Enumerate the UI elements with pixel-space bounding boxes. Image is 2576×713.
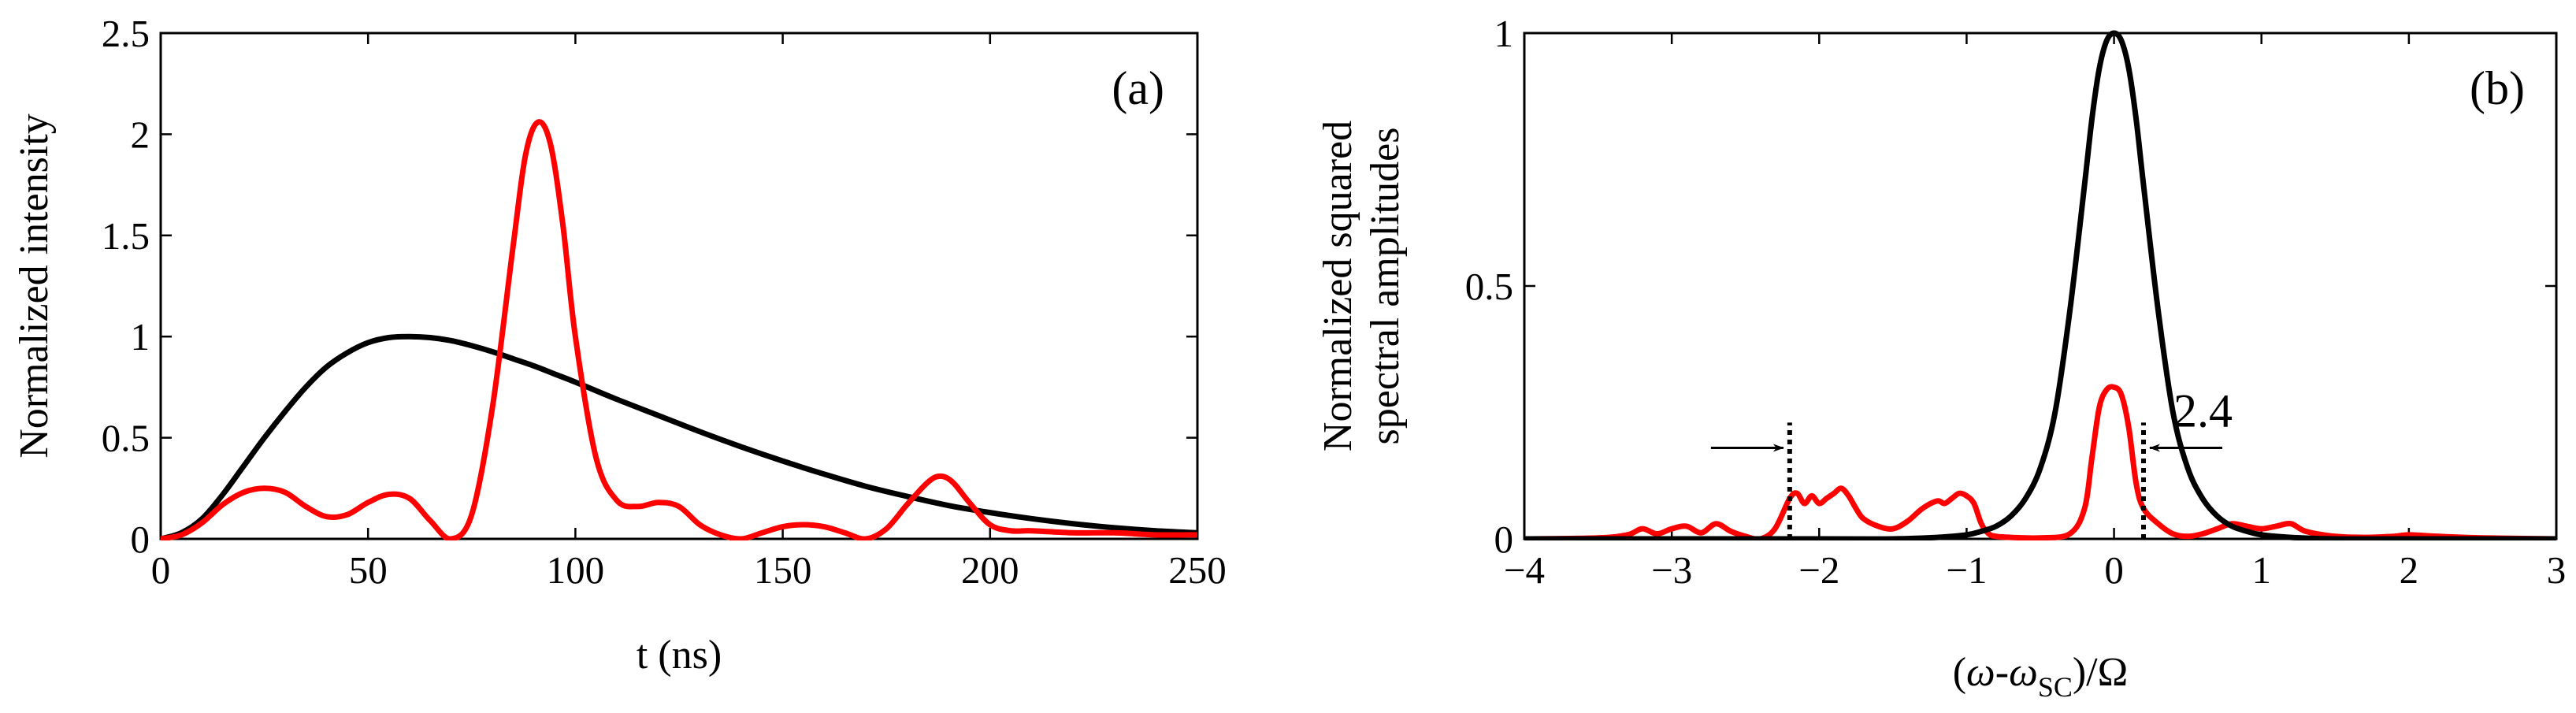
y-tick-label: 2.5 — [102, 12, 150, 55]
y-tick-label: 0.5 — [1465, 265, 1513, 308]
panel-b: −4 −3 −2 −1 0 1 2 3 00.51 2.4 (ω-ωSC)/Ω Normali… — [1316, 12, 2566, 703]
x-tick-label: −2 — [1798, 548, 1839, 592]
annotation-group: 2.4 — [1710, 385, 2233, 539]
x-label-open: ( — [1953, 650, 1966, 695]
x-tick-label: 3 — [2547, 548, 2567, 592]
series-line-red — [161, 119, 1197, 540]
annotation-label: 2.4 — [2173, 385, 2233, 437]
x-tick-label: 150 — [754, 548, 812, 592]
x-label-omega: ω — [1966, 650, 1995, 695]
x-tick-label: 2 — [2400, 548, 2419, 592]
series-lines — [161, 119, 1197, 540]
x-axis-label: (ω-ωSC)/Ω — [1953, 650, 2129, 703]
x-tick-label: 1 — [2251, 548, 2271, 592]
series-lines — [1524, 30, 2556, 540]
y-tick-labels: 0 0.5 1 1.5 2 2.5 — [102, 12, 150, 561]
x-label-dash: - — [1995, 650, 2009, 695]
x-axis-label: t (ns) — [637, 633, 722, 678]
plot-frame — [159, 32, 1199, 540]
panel-a: 0 50 100 150 200 250 0 0.5 1 1.5 2 2.5 t (ns) Norm… — [12, 12, 1227, 678]
y-tick-label: 1.5 — [102, 214, 150, 258]
x-label-subscript: SC — [2038, 671, 2073, 703]
x-tick-label: 0 — [2104, 548, 2124, 592]
y-axis-label: Normalized intensity — [12, 113, 57, 459]
x-label-close: )/Ω — [2073, 650, 2128, 695]
series-line-black — [161, 333, 1197, 540]
y-tick-labels: 00.51 — [1465, 12, 1513, 561]
x-tick-label: 50 — [349, 548, 388, 592]
y-tick-label: 0.5 — [102, 417, 150, 460]
y-tick-label: 1 — [1494, 12, 1514, 55]
y-axis-label-line1: Normalized squared — [1316, 121, 1360, 451]
y-tick-label: 1 — [131, 315, 150, 358]
x-label-omega2: ω — [2009, 650, 2038, 695]
x-tick-label: −3 — [1651, 548, 1692, 592]
y-tick-label: 0 — [1494, 518, 1514, 561]
panel-tag: (a) — [1112, 62, 1164, 114]
x-tick-label: 200 — [961, 548, 1019, 592]
x-tick-labels: −4 −3 −2 −1 0 1 2 3 — [1504, 548, 2566, 592]
y-tick-label: 2 — [131, 113, 150, 156]
panel-tag: (b) — [2470, 62, 2525, 114]
x-tick-label: 100 — [547, 548, 605, 592]
x-tick-label: −1 — [1946, 548, 1987, 592]
y-tick-label: 0 — [131, 518, 150, 561]
series-line-black — [1524, 30, 2556, 540]
x-tick-label: −4 — [1504, 548, 1545, 592]
x-tick-label: 250 — [1168, 548, 1227, 592]
y-axis-label-line2: spectral amplitudes — [1363, 128, 1408, 445]
x-tick-labels: 0 50 100 150 200 250 — [151, 548, 1227, 592]
tick-marks — [159, 32, 1199, 540]
x-tick-label: 0 — [151, 548, 171, 592]
